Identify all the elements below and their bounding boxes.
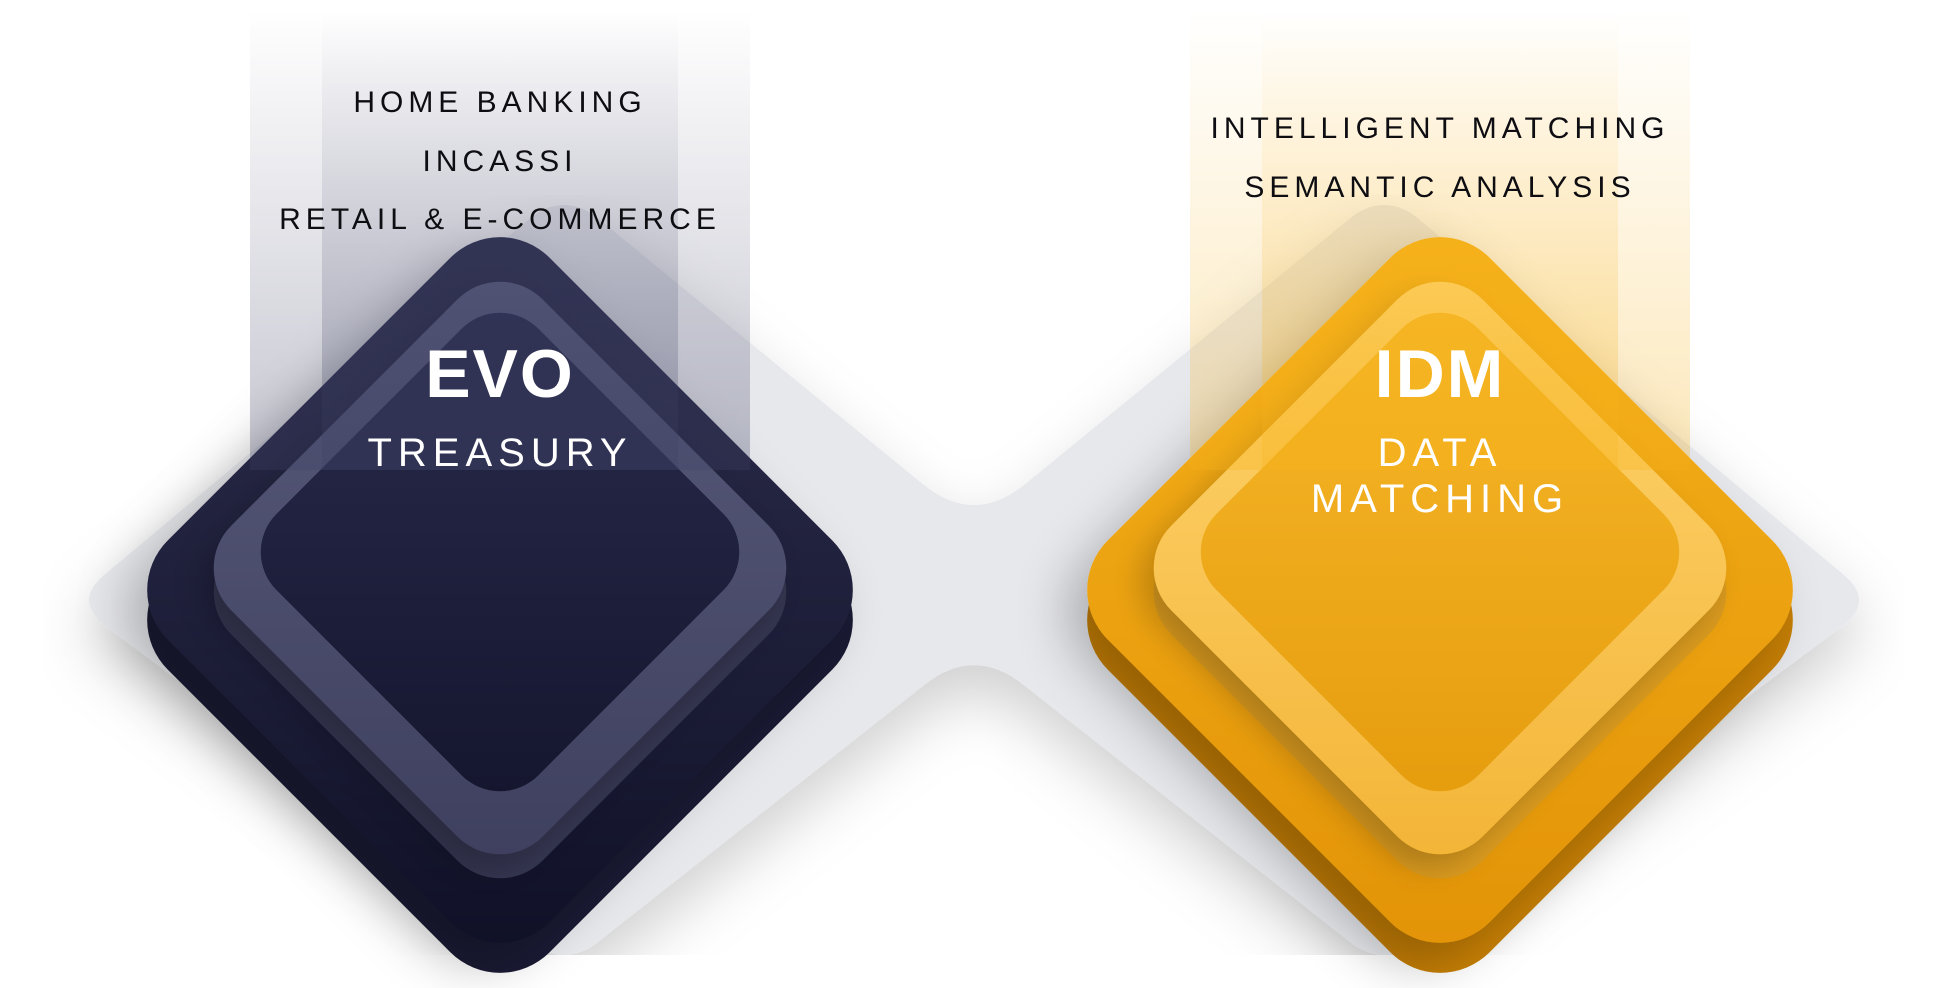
tile-subtitle: TREASURY (250, 430, 750, 476)
feature-item: SEMANTIC ANALYSIS (1090, 159, 1790, 218)
tile-title: IDM (1190, 340, 1690, 408)
module-idm: IDM DATAMATCHING (1050, 200, 1830, 980)
tile-title: EVO (250, 340, 750, 408)
module-evo: EVO TREASURY (110, 200, 890, 980)
features-right: INTELLIGENT MATCHING SEMANTIC ANALYSIS (1090, 100, 1790, 217)
feature-item: INTELLIGENT MATCHING (1090, 100, 1790, 159)
feature-item: HOME BANKING (150, 74, 850, 133)
feature-item: INCASSI (150, 133, 850, 192)
feature-item: RETAIL & E-COMMERCE (150, 191, 850, 250)
tile-labels: EVO TREASURY (250, 340, 750, 476)
tile-subtitle: DATAMATCHING (1190, 430, 1690, 522)
infographic-stage: HOME BANKING INCASSI RETAIL & E-COMMERCE… (0, 0, 1948, 988)
tile-labels: IDM DATAMATCHING (1190, 340, 1690, 522)
features-left: HOME BANKING INCASSI RETAIL & E-COMMERCE (150, 74, 850, 250)
